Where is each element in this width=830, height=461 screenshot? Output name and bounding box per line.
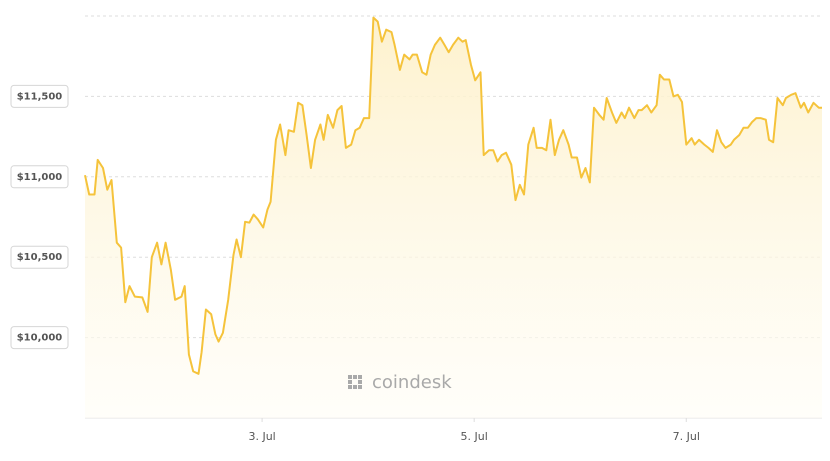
watermark: coindesk	[348, 372, 452, 393]
price-line	[84, 16, 822, 375]
y-tick-label: $10,000	[17, 333, 63, 344]
y-tick-label: $11,000	[17, 172, 63, 183]
y-tick-box	[10, 84, 69, 108]
plot-layer	[84, 15, 822, 422]
x-tick-label: 7. Jul	[673, 430, 700, 443]
y-tick-label: $11,500	[17, 91, 63, 102]
x-tick-label: 5. Jul	[461, 430, 488, 443]
area	[85, 17, 822, 418]
y-tick-label: $10,500	[17, 252, 63, 263]
y-tick-box	[10, 245, 69, 269]
y-tick-box	[10, 165, 69, 189]
x-tick-label: 3. Jul	[248, 430, 275, 443]
watermark-text: coindesk	[372, 372, 452, 393]
y-tick-box	[10, 326, 69, 350]
